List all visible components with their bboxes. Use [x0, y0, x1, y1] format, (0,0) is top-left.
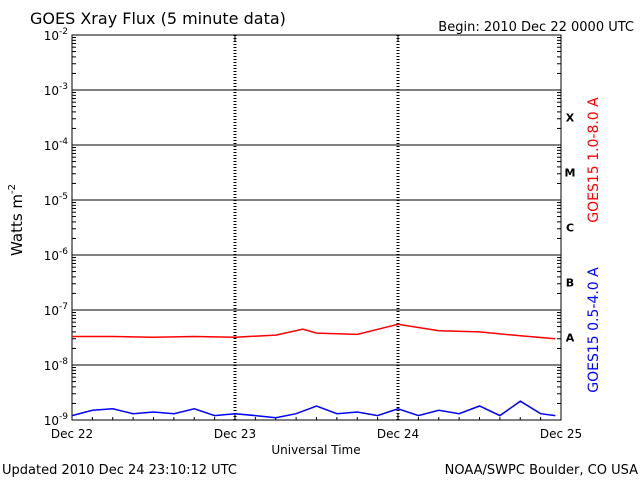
legend: GOES15 1.0-8.0 A GOES15 0.5-4.0 A	[586, 97, 602, 393]
credit-label: NOAA/SWPC Boulder, CO USA	[445, 463, 638, 478]
flare-class-X: X	[566, 112, 575, 125]
x-axis-label: Universal Time	[271, 443, 360, 457]
x-tick-label: Dec 25	[540, 427, 582, 441]
y-axis-ticks: 10-2 10-3 10-4 10-5 10-6 10-7 10-8 10-9	[44, 27, 561, 428]
legend-entry: GOES15 1.0-8.0 A	[586, 97, 602, 223]
y-tick-label: 10-3	[44, 82, 68, 98]
begin-time-label: Begin: 2010 Dec 22 0000 UTC	[438, 20, 634, 35]
legend-entry: GOES15 0.5-4.0 A	[586, 267, 602, 393]
flare-class-M: M	[565, 167, 576, 180]
grid-lines	[72, 34, 561, 421]
y-tick-label: 10-8	[44, 357, 69, 373]
y-axis-label-text: Watts m	[8, 194, 26, 256]
series-long-channel	[72, 323, 556, 340]
plot-frame	[71, 34, 562, 421]
flare-class-B: B	[566, 277, 574, 290]
y-tick-label: 10-7	[44, 302, 68, 318]
y-tick-label: 10-2	[44, 27, 68, 43]
x-tick-label: Dec 23	[214, 427, 256, 441]
flare-class-C: C	[566, 222, 574, 235]
y-axis-label-exponent: -2	[7, 184, 18, 194]
chart-title: GOES Xray Flux (5 minute data)	[30, 9, 286, 28]
flare-class-labels: X M C B A	[565, 112, 576, 345]
y-axis-label: Watts m-2	[7, 184, 26, 256]
y-tick-label: 10-5	[44, 192, 68, 208]
updated-timestamp: Updated 2010 Dec 24 23:10:12 UTC	[2, 463, 237, 478]
flare-class-A: A	[566, 332, 575, 345]
x-axis-ticks: Dec 22 Dec 23 Dec 24 Dec 25	[51, 35, 582, 441]
series-short-channel	[71, 400, 556, 419]
y-tick-label: 10-6	[44, 247, 69, 263]
series-lines	[71, 323, 556, 419]
x-tick-label: Dec 22	[51, 427, 93, 441]
y-tick-label: 10-9	[44, 412, 69, 428]
y-tick-label: 10-4	[44, 137, 69, 153]
x-tick-label: Dec 24	[377, 427, 419, 441]
